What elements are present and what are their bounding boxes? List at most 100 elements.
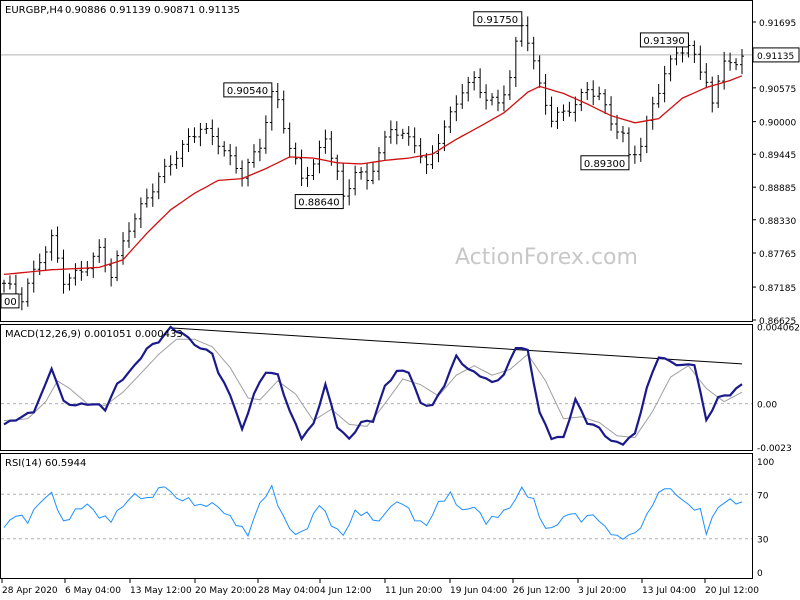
price-axis-label: 0.90575 [759,85,796,95]
price-bar [144,188,149,208]
price-bar [156,172,161,200]
price-bar [251,144,256,168]
rsi-title: RSI(14) 60.5944 [5,458,86,469]
price-bar [37,253,42,276]
price-bar [507,70,512,101]
price-bar [246,158,251,187]
price-bar [722,51,727,90]
price-bar [472,71,477,91]
symbol-label: EURGBP,H4 [5,5,63,16]
price-bar [394,121,399,145]
price-bar [126,222,131,248]
price-bar [234,146,239,174]
price-bar [61,249,66,294]
macd-axis-label: -0.0023 [757,444,792,454]
price-bar [19,287,24,311]
price-bar [632,145,637,164]
price-bar [412,127,417,154]
price-bar [186,128,191,153]
price-bar [222,141,227,157]
price-bar [228,144,233,166]
price-bar [591,80,596,106]
price-bar [620,125,625,143]
x-axis-label: 13 Jul 04:00 [642,586,696,596]
price-bar [31,260,36,293]
price-bar [513,36,518,87]
price-bar [734,58,739,71]
price-bar [359,167,364,180]
price-bar [585,81,590,100]
rsi-axis-label: 70 [757,491,769,501]
macd-title: MACD(12,26,9) 0.001051 0.000433 [5,329,183,340]
price-bar [263,115,268,154]
price-bar [174,150,179,169]
annotation-label: 0.91390 [643,36,684,47]
price-bar [91,252,96,278]
price-bar [448,106,453,133]
price-annotation: 0.89300 [580,155,630,171]
current-price-box [752,47,800,63]
price-bar [626,127,631,159]
price-bar [287,122,292,158]
price-bar [7,275,12,290]
rsi-axis-label: 100 [757,458,774,468]
price-bar [210,119,215,146]
annotation-box [639,32,689,48]
price-bar [103,237,108,273]
price-bar [299,149,304,187]
price-bar [281,90,286,134]
x-axis-label: 28 Apr 2020 [2,586,58,596]
x-axis-label: 11 Jun 20:00 [385,586,442,596]
x-axis-label: 3 Jul 20:00 [578,586,627,596]
price-annotation: 0.90540 [223,82,273,98]
price-bar [555,107,560,130]
axis-layer: 0.91695 0.91135 0.90575 0.90000 0.89445 0.888… [1,19,800,596]
annotation-label: 0.91750 [477,15,518,26]
price-bar [43,246,48,271]
price-bar [716,74,721,108]
price-annotation: 00 [0,293,20,309]
price-bar [150,183,155,207]
price-bar [525,16,530,52]
price-bar [67,273,72,291]
price-bar [567,101,572,117]
price-bar [609,96,614,131]
macd-main-line [3,325,743,446]
annotation-box [580,155,630,171]
annotation-label: 00 [4,297,17,308]
macd-trendline [170,327,743,365]
x-axis-label: 20 May 20:00 [195,586,257,596]
annotation-box [294,194,344,210]
rsi-line [3,484,743,540]
annotation-label: 0.89300 [584,159,625,170]
annotation-box [473,11,523,27]
price-bar [168,155,173,176]
price-bar [323,129,328,154]
price-bar [543,74,548,115]
price-bar [275,82,280,109]
price-bar [466,76,471,102]
price-bar [317,140,322,174]
price-bar [460,83,465,109]
price-bar [454,95,459,122]
price-bar [692,40,697,63]
annotation-box [0,293,20,309]
x-axis-label: 6 May 04:00 [65,586,121,596]
price-axis-label: 0.88885 [759,184,796,194]
price-layer: 0.91750 0.91390 0.90540 0.88640 0.89300 00 [0,11,752,311]
macd-axis-label: 0.00 [757,401,777,411]
price-bar [257,138,262,162]
price-bar [2,279,6,293]
price-bar [138,197,143,229]
ohlc-label: 0.90886 0.91139 0.90871 0.91135 [65,5,240,16]
price-bar [198,122,203,147]
price-bar [656,84,661,108]
macd-layer [1,325,752,446]
price-bar [579,88,584,112]
price-bar [436,134,441,163]
price-bar [382,130,387,160]
price-annotation: 0.91390 [639,32,689,48]
price-bar [597,86,602,101]
x-axis-label: 4 Jun 12:00 [320,586,372,596]
macd-axis-label: 0.004062 [757,324,800,334]
